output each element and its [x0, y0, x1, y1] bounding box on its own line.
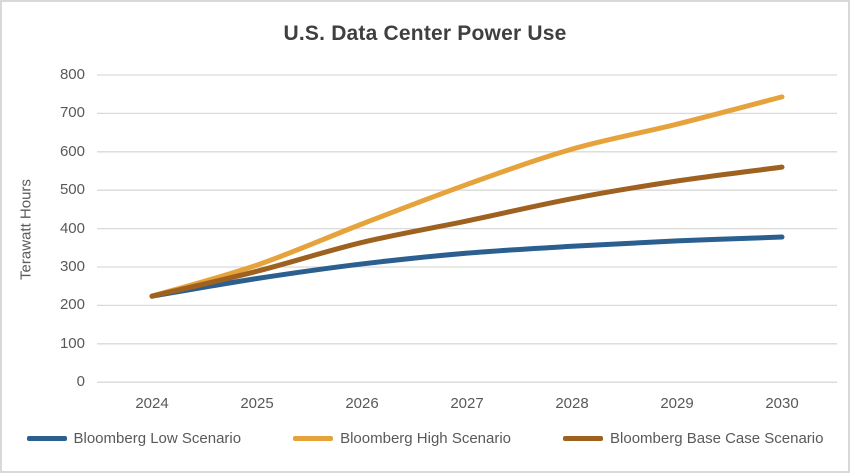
y-tick-label: 300: [59, 258, 85, 275]
legend-line-swatch: [26, 436, 67, 441]
legend-label: Bloomberg Base Case Scenario: [610, 430, 824, 447]
y-tick-label: 700: [59, 104, 85, 122]
y-tick-label: 100: [59, 334, 85, 352]
y-tick-label: 400: [59, 219, 85, 237]
legend-label: Bloomberg Low Scenario: [73, 430, 242, 447]
x-tick-label: 2024: [135, 395, 169, 412]
series-line-bloomberg-base-case-scenario: [149, 164, 785, 299]
x-tick-label: 2027: [450, 395, 484, 412]
y-tick-label: 500: [59, 181, 85, 199]
legend-item: Bloomberg Base Case Scenario: [563, 430, 823, 447]
chart-title: U.S. Data Center Power Use: [283, 22, 567, 45]
x-tick-label: 2026: [345, 395, 379, 412]
x-tick-label: 2029: [660, 395, 694, 412]
legend-line-swatch: [563, 436, 604, 441]
legend-line-swatch: [293, 436, 334, 441]
series-line-bloomberg-high-scenario: [149, 94, 785, 299]
y-tick-label: 800: [59, 66, 85, 83]
x-tick-label: 2025: [240, 395, 274, 412]
x-tick-label: 2030: [765, 395, 799, 412]
y-tick-label: 0: [76, 373, 85, 391]
x-tick-label: 2028: [555, 395, 589, 412]
legend: Bloomberg Low Scenario Bloomberg High Sce…: [2, 430, 848, 447]
series-line-bloomberg-low-scenario: [149, 234, 785, 299]
legend-item: Bloomberg High Scenario: [293, 430, 511, 447]
legend-label: Bloomberg High Scenario: [340, 430, 512, 447]
y-tick-label: 200: [59, 296, 85, 314]
legend-item: Bloomberg Low Scenario: [26, 430, 242, 447]
y-tick-label: 600: [59, 142, 85, 160]
